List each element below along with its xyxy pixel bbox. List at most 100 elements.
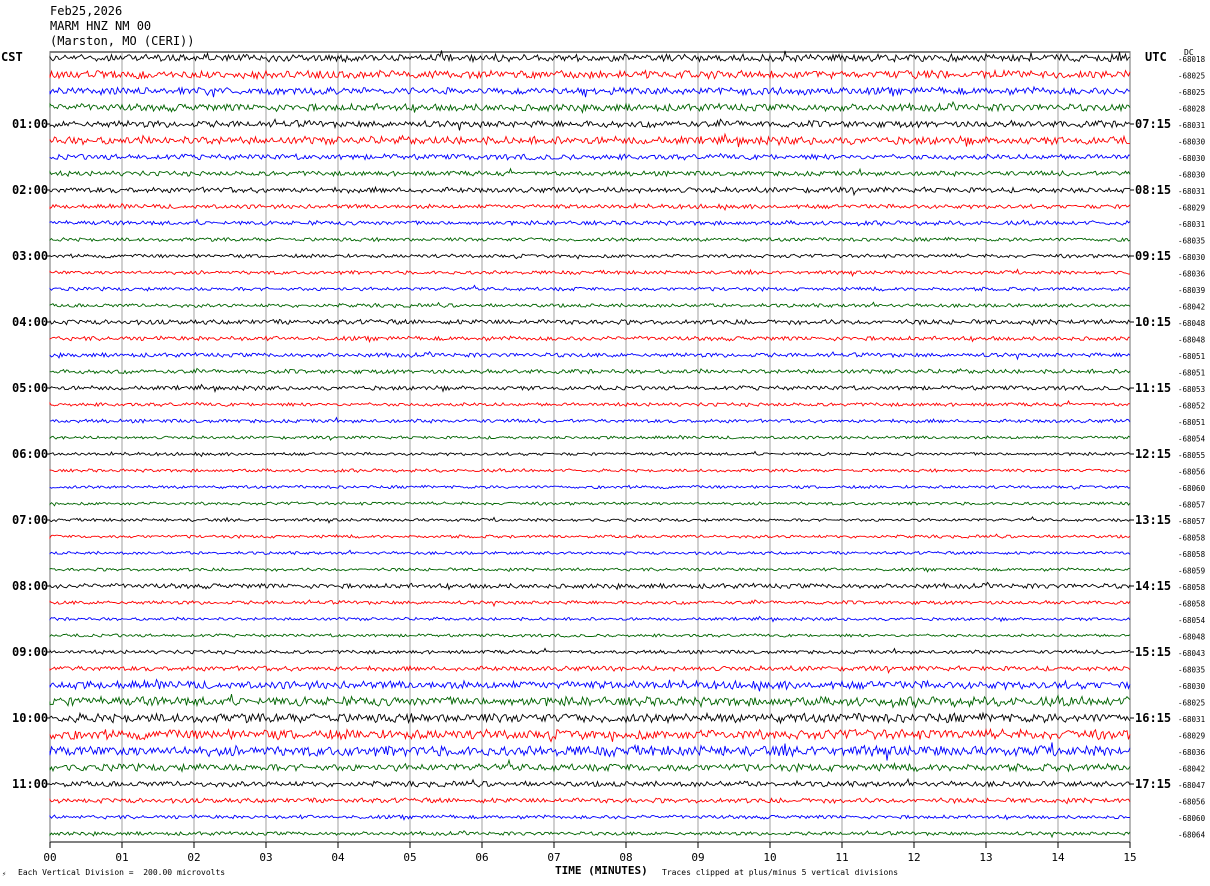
seismic-trace [49,711,1131,725]
seismic-trace [49,383,1131,393]
dc-offset-label: -68025 [1178,72,1205,81]
x-tick-label: 15 [1123,851,1136,864]
dc-offset-label: -68056 [1178,798,1206,807]
division-scale-note: Each Vertical Division = 200.00 microvol… [18,868,226,877]
dc-offset-label: -68030 [1178,138,1206,147]
dc-offset-label: -68030 [1178,682,1206,691]
seismic-trace [49,218,1131,227]
plot-frame [49,51,1131,843]
dc-offset-label: -68060 [1178,814,1206,823]
dc-offset-label: -68025 [1178,88,1205,97]
x-tick-label: 08 [619,851,632,864]
seismic-trace [49,85,1130,98]
dc-offset-label: -68042 [1178,303,1205,312]
header-date: Feb25,2026 [50,4,123,18]
seismic-trace [49,467,1131,474]
right-hour-label: 14:15 [1135,579,1171,593]
seismic-trace [49,335,1131,344]
dc-offset-label: -68031 [1178,121,1205,130]
seismic-trace [49,599,1131,608]
left-hour-label: 03:00 [12,249,48,263]
x-tick-label: 11 [835,851,848,864]
seismic-trace [49,68,1131,81]
dc-offset-label: -68055 [1178,451,1205,460]
dc-offset-label: -68060 [1178,484,1206,493]
dc-offset-label: -68058 [1178,600,1206,609]
right-hour-label: 08:15 [1135,183,1171,197]
seismic-trace [49,367,1131,375]
left-timezone-label: CST [1,50,23,64]
x-tick-label: 03 [259,851,272,864]
x-tick-label: 01 [115,851,128,864]
x-tick-label: 00 [43,851,56,864]
x-tick-label: 05 [403,851,416,864]
dc-offset-label: -68030 [1178,253,1206,262]
seismic-trace [49,742,1131,761]
dc-offset-label: -68056 [1178,468,1206,477]
dc-offset-label: -68051 [1178,418,1205,427]
dc-offset-label: -68035 [1178,666,1205,675]
seismic-trace [49,132,1130,148]
seismic-trace [49,533,1131,540]
seismic-trace [49,567,1131,573]
left-hour-label: 06:00 [12,447,48,461]
seismic-trace [49,678,1131,692]
dc-offset-label: -68028 [1178,105,1206,114]
dc-offset-label: -68030 [1178,171,1206,180]
seismic-trace [49,185,1131,197]
right-hour-label: 16:15 [1135,711,1171,725]
left-hour-label: 11:00 [12,777,48,791]
seismic-trace [49,434,1131,441]
dc-offset-label: -68029 [1178,204,1205,213]
header-location: (Marston, MO (CERI)) [50,34,195,48]
dc-offset-label: -68039 [1178,286,1205,295]
left-hour-label: 05:00 [12,381,48,395]
left-hour-label: 09:00 [12,645,48,659]
seismic-trace [49,399,1131,408]
dc-offset-label: -68057 [1178,517,1205,526]
seismic-trace [49,202,1131,212]
dc-offset-label: -68059 [1178,567,1205,576]
dc-offset-label: -68047 [1178,781,1205,790]
seismic-trace [49,268,1131,278]
x-tick-label: 14 [1051,851,1065,864]
right-hour-label: 09:15 [1135,249,1171,263]
seismic-trace [49,664,1131,674]
x-tick-label: 13 [979,851,992,864]
seismic-trace [49,581,1131,591]
seismic-trace [49,416,1131,424]
left-hour-label: 04:00 [12,315,48,329]
dc-offset-label: -68048 [1178,319,1206,328]
seismic-trace [49,100,1131,114]
seismic-trace [49,152,1131,161]
x-tick-label: 02 [187,851,200,864]
seismic-trace [49,501,1131,507]
dc-offset-label: -68035 [1178,237,1205,246]
x-tick-label: 07 [547,851,560,864]
x-tick-label: 12 [907,851,920,864]
dc-offset-label: -68018 [1178,55,1206,64]
dc-offset-label: -68031 [1178,187,1205,196]
seismic-trace [49,647,1131,655]
right-timezone-label: UTC [1145,50,1167,64]
seismic-trace [49,450,1131,458]
dc-offset-label: -68058 [1178,550,1206,559]
dc-offset-label: -68054 [1178,435,1206,444]
seismic-trace [49,830,1131,839]
right-hour-label: 15:15 [1135,645,1171,659]
seismic-trace [49,758,1131,774]
dc-offset-label: -68048 [1178,633,1206,642]
x-tick-label: 10 [763,851,776,864]
seismic-trace [49,694,1131,709]
right-hour-label: 17:15 [1135,777,1171,791]
x-tick-label: 09 [691,851,704,864]
dc-offset-label: -68029 [1178,732,1205,741]
dc-offset-label: -68036 [1178,748,1206,757]
x-tick-label: 04 [331,851,345,864]
seismic-trace [49,253,1131,260]
seismic-trace [49,284,1131,292]
dc-offset-label: -68064 [1178,831,1206,840]
seismic-trace [49,516,1131,524]
seismic-trace [49,118,1131,131]
